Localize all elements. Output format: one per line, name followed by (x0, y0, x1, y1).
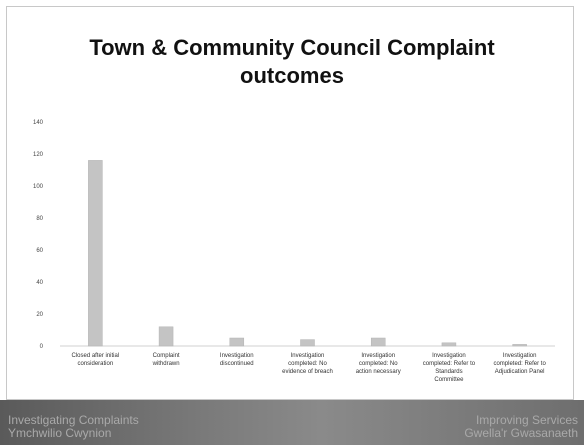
category-label-line: Closed after initial (72, 353, 120, 359)
category-label-line: consideration (78, 361, 114, 367)
category-label-line: Investigation (220, 353, 254, 359)
footer-banner (0, 400, 584, 445)
footer-right-line2: Gwella'r Gwasanaeth (464, 426, 578, 440)
category-label-6: Investigation completed: Refer to Standard… (423, 353, 476, 383)
category-label-line: withdrawn (152, 361, 180, 367)
y-tick-label: 140 (33, 120, 44, 126)
bar-3 (229, 337, 245, 347)
category-label-4: Investigation completed: No evidence of br… (282, 353, 333, 375)
footer-right-line1: Improving Services (475, 413, 578, 427)
y-tick-label: 120 (33, 152, 44, 158)
category-label-line: completed: Refer to (423, 361, 476, 367)
y-tick-label: 100 (33, 184, 44, 190)
category-label-line: Investigation (291, 353, 325, 359)
footer-left-line1: Investigating Complaints (8, 413, 139, 427)
category-label-line: Investigation (432, 353, 466, 359)
category-label-7: Investigation completed: Refer to Adjudica… (493, 353, 546, 375)
y-tick-label: 80 (36, 216, 43, 222)
footer-right: Improving Services Gwella'r Gwasanaeth (464, 414, 578, 440)
category-label-line: Committee (434, 377, 464, 383)
chart-title: Town & Community Council Complaint outco… (89, 35, 495, 88)
category-label-line: evidence of breach (282, 369, 333, 375)
category-label-line: Complaint (153, 353, 180, 359)
category-label-line: discontinued (220, 361, 254, 367)
bar-5 (370, 337, 386, 347)
category-label-line: Investigation (503, 353, 537, 359)
category-label-line: action necessary (356, 369, 401, 375)
footer-left-line2: Ymchwilio Cwynion (8, 426, 112, 440)
category-label-line: Standards (435, 369, 462, 375)
category-label-line: Adjudication Panel (495, 369, 545, 375)
bar-4 (300, 339, 315, 347)
category-label-line: completed: No (288, 361, 327, 367)
category-label-2: Complaint withdrawn (152, 353, 180, 367)
y-tick-label: 20 (36, 312, 43, 318)
y-tick-label: 40 (36, 280, 43, 286)
category-label-line: Investigation (361, 353, 395, 359)
category-label-line: completed: No (359, 361, 398, 367)
category-label-3: Investigation discontinued (220, 353, 254, 367)
category-label-5: Investigation completed: No action necessa… (356, 353, 401, 375)
bar-7 (512, 344, 527, 347)
y-tick-label: 0 (40, 344, 44, 350)
footer-left: Investigating Complaints Ymchwilio Cwyni… (8, 414, 139, 440)
bar-1 (88, 160, 103, 347)
y-tick-label: 60 (36, 248, 43, 254)
bar-6 (441, 342, 457, 347)
bar-2 (158, 326, 174, 347)
category-label-line: completed: Refer to (493, 361, 546, 367)
category-label-1: Closed after initial consideration (72, 353, 120, 367)
